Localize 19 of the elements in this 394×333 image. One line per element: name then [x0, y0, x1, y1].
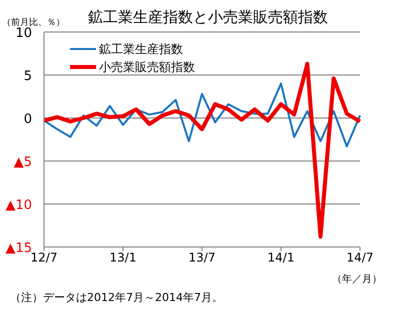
y-axis-title: （前月比、％）	[2, 16, 65, 28]
text: （注）データは2012年7月～2014年7月。	[10, 290, 223, 305]
x-tick-label: 14/1	[268, 250, 294, 265]
line-series	[42, 62, 362, 239]
x-axis-title: （年／月）	[332, 273, 382, 286]
y-tick-label: ▲5	[14, 155, 32, 170]
legend-label: 鉱工業生産指数	[99, 40, 183, 58]
y-tick-label: 5	[24, 69, 32, 84]
y-tick-label: ▲10	[5, 198, 32, 213]
x-tick-label: 13/7	[188, 250, 216, 265]
x-tick-label: 13/1	[110, 250, 136, 265]
x-tick-label: 12/7	[30, 250, 58, 265]
legend-label: 小売業販売額指数	[99, 58, 195, 76]
line-series	[43, 82, 361, 148]
y-tick-label: 0	[24, 112, 32, 127]
y-tick-label: ▲15	[5, 241, 32, 256]
chart-title: 鉱工業生産指数と小売業販売額指数	[88, 8, 328, 27]
x-tick-label: 14/7	[346, 250, 374, 265]
y-tick-label: 10	[15, 26, 32, 41]
